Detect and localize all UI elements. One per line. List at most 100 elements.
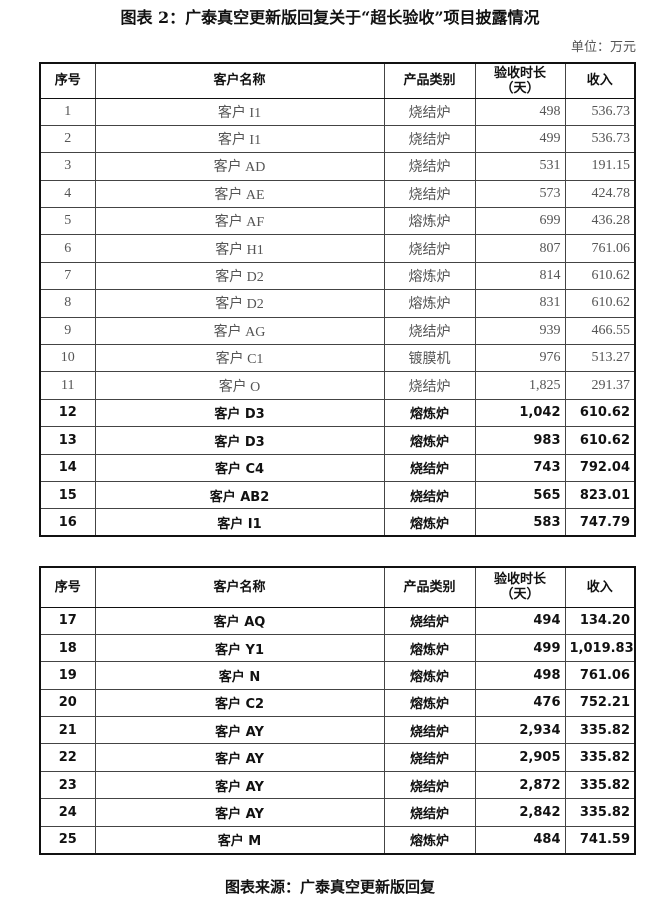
cell-no: 3 (39, 152, 96, 181)
cell-customer: 客户 M (94, 825, 385, 855)
cell-customer: 客户 AQ (94, 606, 385, 635)
cell-revenue: 741.59 (564, 825, 636, 855)
cell-product: 熔炼炉 (383, 398, 476, 428)
cell-revenue: 610.62 (564, 261, 636, 291)
cell-customer: 客户 AY (94, 770, 385, 800)
cell-no: 24 (39, 798, 96, 827)
header-revenue: 收入 (564, 62, 636, 99)
cell-customer: 客户 D3 (94, 398, 385, 428)
cell-product: 熔炼炉 (383, 207, 476, 236)
cell-no: 9 (39, 316, 96, 346)
cell-product: 烧结炉 (383, 316, 476, 346)
cell-no: 14 (39, 453, 96, 482)
cell-revenue: 513.27 (564, 344, 636, 373)
table-row: 3 客户 AD 烧结炉 531 191.15 (39, 152, 636, 181)
table-row: 12 客户 D3 熔炼炉 1,042 610.62 (39, 398, 636, 428)
table-row: 21 客户 AY 烧结炉 2,934 335.82 (39, 716, 636, 745)
cell-product: 烧结炉 (383, 371, 476, 400)
cell-customer: 客户 C4 (94, 453, 385, 482)
cell-customer: 客户 O (94, 371, 385, 400)
cell-days: 494 (474, 606, 566, 635)
table-row: 22 客户 AY 烧结炉 2,905 335.82 (39, 743, 636, 772)
table-row: 23 客户 AY 烧结炉 2,872 335.82 (39, 770, 636, 800)
cell-customer: 客户 H1 (94, 234, 385, 263)
cell-revenue: 761.06 (564, 661, 636, 690)
cell-revenue: 610.62 (564, 398, 636, 428)
cell-revenue: 610.62 (564, 289, 636, 318)
header-days-line1: 验收时长 (493, 65, 546, 81)
cell-days: 807 (474, 234, 566, 263)
cell-no: 12 (39, 398, 96, 428)
cell-days: 498 (474, 661, 566, 690)
cell-no: 6 (39, 234, 96, 263)
cell-days: 499 (474, 124, 566, 154)
cell-product: 熔炼炉 (383, 426, 476, 455)
header-no: 序号 (39, 62, 96, 99)
cell-no: 11 (39, 371, 96, 400)
cell-customer: 客户 C1 (94, 344, 385, 373)
table-row: 11 客户 O 烧结炉 1,825 291.37 (39, 371, 636, 400)
cell-product: 熔炼炉 (383, 261, 476, 291)
header-days-line2: （天） (500, 80, 540, 96)
cell-product: 烧结炉 (383, 124, 476, 154)
unit-label: 单位：万元 (570, 40, 636, 55)
header-days: 验收时长 （天） (474, 62, 566, 99)
cell-product: 镀膜机 (383, 344, 476, 373)
cell-product: 熔炼炉 (383, 661, 476, 690)
table-row: 8 客户 D2 熔炼炉 831 610.62 (39, 289, 636, 318)
cell-product: 烧结炉 (383, 480, 476, 510)
cell-days: 1,825 (474, 371, 566, 400)
cell-days: 476 (474, 688, 566, 718)
cell-no: 16 (39, 508, 96, 537)
document-title: 图表 2：广泰真空更新版回复关于“超长验收”项目披露情况 (120, 8, 540, 27)
cell-product: 熔炼炉 (383, 289, 476, 318)
cell-product: 熔炼炉 (383, 825, 476, 855)
cell-days: 531 (474, 152, 566, 181)
cell-days: 583 (474, 508, 566, 537)
table-row: 5 客户 AF 熔炼炉 699 436.28 (39, 207, 636, 236)
cell-customer: 客户 AE (94, 179, 385, 209)
cell-product: 烧结炉 (383, 453, 476, 482)
cell-revenue: 792.04 (564, 453, 636, 482)
table-row: 13 客户 D3 熔炼炉 983 610.62 (39, 426, 636, 455)
cell-no: 4 (39, 179, 96, 209)
table-row: 15 客户 AB2 烧结炉 565 823.01 (39, 480, 636, 510)
cell-no: 1 (39, 97, 96, 126)
header-days-line1: 验收时长 (493, 572, 546, 588)
table-row: 2 客户 I1 烧结炉 499 536.73 (39, 124, 636, 154)
table-row: 17 客户 AQ 烧结炉 494 134.20 (39, 606, 636, 635)
cell-customer: 客户 I1 (94, 97, 385, 126)
cell-days: 498 (474, 97, 566, 126)
cell-revenue: 424.78 (564, 179, 636, 209)
cell-product: 烧结炉 (383, 97, 476, 126)
cell-no: 25 (39, 825, 96, 855)
cell-revenue: 335.82 (564, 743, 636, 772)
header-days-line2: （天） (500, 587, 540, 603)
cell-customer: 客户 AY (94, 798, 385, 827)
cell-revenue: 747.79 (564, 508, 636, 537)
cell-product: 烧结炉 (383, 798, 476, 827)
cell-product: 烧结炉 (383, 152, 476, 181)
cell-product: 烧结炉 (383, 179, 476, 209)
cell-days: 814 (474, 261, 566, 291)
cell-days: 939 (474, 316, 566, 346)
cell-no: 23 (39, 770, 96, 800)
cell-product: 熔炼炉 (383, 633, 476, 663)
cell-revenue: 752.21 (564, 688, 636, 718)
cell-revenue: 335.82 (564, 716, 636, 745)
cell-customer: 客户 C2 (94, 688, 385, 718)
cell-revenue: 610.62 (564, 426, 636, 455)
cell-customer: 客户 I1 (94, 124, 385, 154)
cell-days: 499 (474, 633, 566, 663)
cell-no: 2 (39, 124, 96, 154)
table-row: 20 客户 C2 熔炼炉 476 752.21 (39, 688, 636, 718)
source-caption: 图表来源：广泰真空更新版回复 (224, 878, 435, 896)
cell-revenue: 466.55 (564, 316, 636, 346)
table-row: 9 客户 AG 烧结炉 939 466.55 (39, 316, 636, 346)
cell-revenue: 1,019.83 (564, 633, 636, 663)
header-days: 验收时长 （天） (474, 566, 566, 608)
cell-no: 21 (39, 716, 96, 745)
cell-revenue: 134.20 (564, 606, 636, 635)
cell-days: 976 (474, 344, 566, 373)
cell-customer: 客户 AB2 (94, 480, 385, 510)
